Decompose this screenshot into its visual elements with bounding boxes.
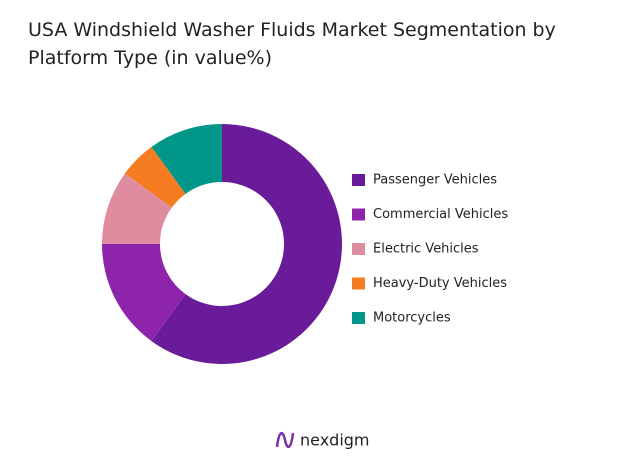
legend-swatch [352,277,365,290]
legend-label: Commercial Vehicles [373,207,508,222]
legend-swatch [352,312,365,324]
legend-label: Heavy-Duty Vehicles [373,276,507,291]
legend-label: Passenger Vehicles [373,173,497,188]
legend-swatch [352,243,365,255]
brand-name: nexdigm [300,431,370,450]
donut-slice [102,173,172,244]
legend-label: Motorcycles [373,311,451,326]
legend-swatch [352,208,365,221]
donut-slice [102,244,186,342]
legend-label: Electric Vehicles [373,242,479,257]
donut-slice [124,146,186,208]
brand-icon [275,432,295,448]
donut-slice [151,124,343,364]
brand-logo: nexdigm [275,431,370,450]
legend-swatch [352,174,365,186]
donut-slice [151,124,222,194]
chart-title: USA Windshield Washer Fluids Market Segm… [28,19,556,69]
